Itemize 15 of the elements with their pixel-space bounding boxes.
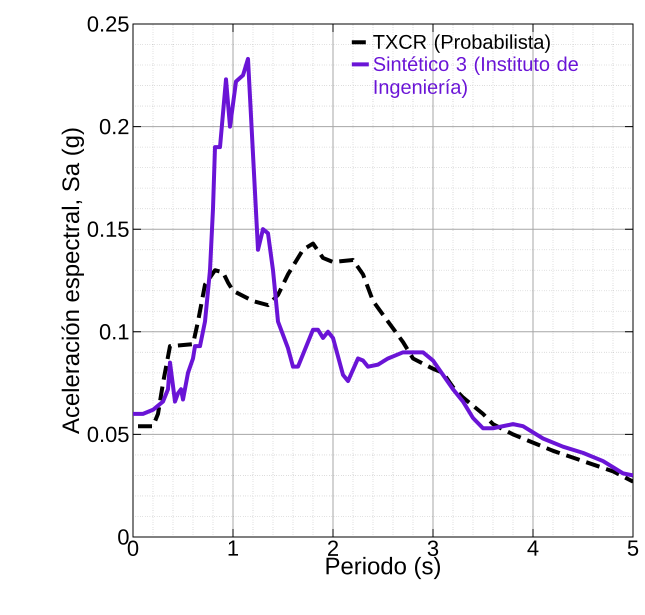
y-tick-label: 0.15 [88,221,129,237]
legend-label: Sintético 3 (Instituto de Ingeniería) [374,56,578,98]
x-tick-label: 5 [628,540,638,556]
y-tick-label: 0.2 [100,118,128,134]
y-tick-label: 0.25 [88,16,129,32]
y-tick-label: 0.05 [88,426,129,442]
legend-label: TXCR (Probabilista) [373,34,550,53]
x-tick-label: 3 [428,540,438,556]
x-tick-label: 4 [527,540,538,556]
x-axis-title: Periodo (s) [326,556,440,580]
y-axis-title: Aceleración espectral, Sa (g) [61,128,84,434]
y-tick-label: 0 [118,529,129,545]
y-tick-label: 0.1 [100,324,128,340]
x-tick-label: 2 [328,540,338,556]
x-tick-label: 1 [228,540,238,556]
